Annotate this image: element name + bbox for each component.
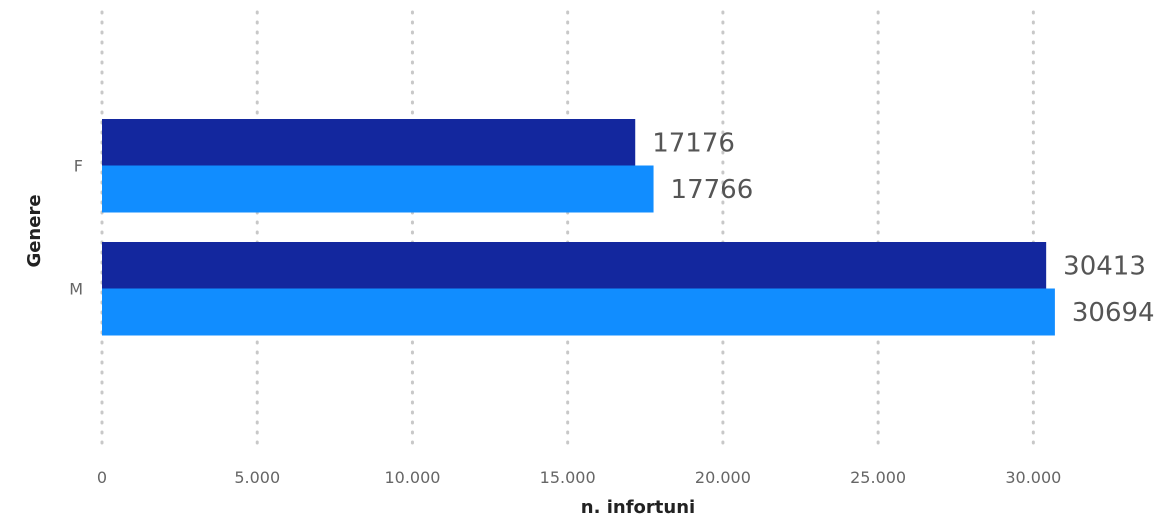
gridlines xyxy=(100,10,1035,452)
x-tick-label: 5.000 xyxy=(234,468,280,487)
bar xyxy=(102,119,636,166)
bar xyxy=(102,165,654,213)
x-tick-label: 30.000 xyxy=(1005,468,1061,487)
bars xyxy=(102,119,1055,336)
category-labels: FM xyxy=(69,157,83,299)
category-label: M xyxy=(69,280,83,299)
bar-value-label: 30413 xyxy=(1063,251,1146,281)
y-axis-title: Genere xyxy=(24,194,45,267)
bar-value-label: 30694 xyxy=(1072,298,1155,328)
x-axis-title: n. infortuni xyxy=(581,497,695,518)
bar-value-label: 17176 xyxy=(652,128,735,158)
category-label: F xyxy=(74,157,83,176)
x-tick-label: 25.000 xyxy=(850,468,906,487)
x-tick-label: 20.000 xyxy=(695,468,751,487)
bar-value-label: 17766 xyxy=(671,175,754,205)
x-tick-label: 0 xyxy=(97,468,107,487)
data-labels: 17176 17766 30413 30694 xyxy=(652,128,1154,328)
bar xyxy=(102,242,1047,289)
x-tick-labels: 0 5.000 10.000 15.000 20.000 25.000 30.000 xyxy=(97,468,1061,487)
x-tick-label: 10.000 xyxy=(384,468,440,487)
bar xyxy=(102,288,1055,336)
x-tick-label: 15.000 xyxy=(540,468,596,487)
